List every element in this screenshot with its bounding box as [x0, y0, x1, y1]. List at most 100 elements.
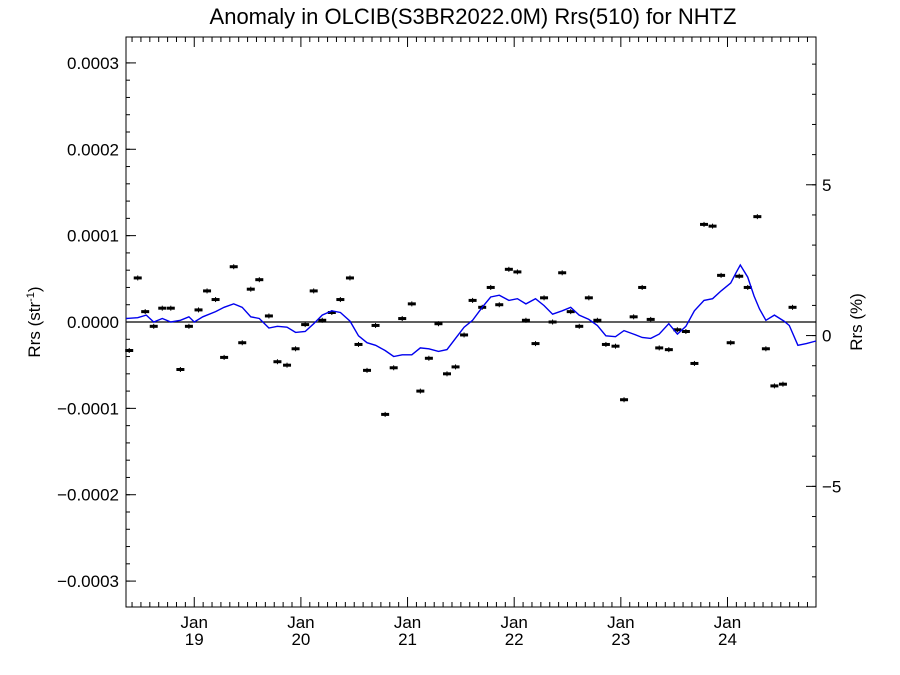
data-point: [229, 264, 238, 270]
data-point: [700, 221, 709, 227]
data-point: [558, 270, 567, 276]
data-point: [301, 322, 310, 328]
data-point: [620, 397, 629, 403]
y-axis-left: 0.0003 0.0002 0.0001 0.0000 −0.0001 −0.0002 −0…: [57, 54, 136, 591]
data-point: [141, 309, 150, 315]
data-point: [434, 321, 443, 327]
data-point: [575, 323, 584, 329]
data-point: [283, 362, 292, 368]
data-point: [194, 307, 203, 313]
data-point: [611, 343, 620, 349]
data-point: [291, 346, 300, 352]
y-axis-right: 5 0 −5: [806, 63, 841, 608]
data-point: [726, 340, 735, 346]
data-point: [468, 297, 477, 303]
data-point: [318, 317, 327, 323]
y-tick-label: 0.0001: [67, 227, 119, 246]
x-tick-year: 24: [718, 630, 737, 649]
data-point: [708, 223, 717, 229]
y-tick-label: 0.0003: [67, 54, 119, 73]
data-point: [363, 367, 372, 373]
y2-tick-label: 0: [822, 327, 831, 346]
data-point: [125, 348, 134, 353]
data-point: [460, 332, 469, 338]
x-tick-year: 20: [291, 630, 310, 649]
data-point: [548, 319, 557, 325]
data-point: [220, 354, 229, 360]
data-point: [504, 266, 513, 272]
x-tick-month: Jan: [394, 613, 421, 632]
data-point: [273, 359, 282, 365]
data-point: [443, 371, 452, 377]
x-tick-month: Jan: [607, 613, 634, 632]
data-point: [486, 284, 495, 290]
data-point: [389, 365, 398, 371]
data-point: [381, 411, 390, 417]
data-point: [345, 275, 354, 281]
data-point: [531, 341, 540, 347]
y-axis-label-close: ): [25, 286, 44, 292]
data-point: [176, 367, 185, 372]
y-tick-label: −0.0001: [57, 399, 119, 418]
data-point: [424, 355, 433, 361]
y-axis-label-sup: -1: [25, 292, 37, 302]
data-point: [778, 381, 787, 387]
data-point: [655, 345, 664, 351]
data-point: [354, 341, 363, 347]
chart-title: Anomaly in OLCIB(S3BR2022.0M) Rrs(510) f…: [210, 4, 737, 29]
y2-tick-label: −5: [822, 477, 841, 496]
data-point: [246, 286, 255, 292]
data-point: [416, 388, 425, 394]
x-tick-month: Jan: [287, 613, 314, 632]
data-point: [566, 309, 575, 315]
data-point: [255, 277, 264, 283]
data-point: [601, 341, 610, 347]
data-point: [743, 284, 752, 290]
data-point: [584, 295, 593, 301]
data-point: [788, 304, 797, 310]
x-tick-year: 21: [398, 630, 417, 649]
y-tick-label: −0.0002: [57, 486, 119, 505]
data-point: [184, 323, 193, 329]
y2-tick-label: 5: [822, 176, 831, 195]
data-point: [521, 317, 530, 323]
data-point: [371, 322, 380, 328]
y-tick-label: 0.0000: [67, 313, 119, 332]
data-point: [664, 347, 673, 353]
y-axis-label: Rrs (str-1): [25, 286, 44, 357]
anomaly-line: [125, 263, 817, 358]
data-point: [540, 295, 549, 301]
x-tick-month: Jan: [714, 613, 741, 632]
data-point: [735, 273, 744, 279]
data-point: [264, 313, 273, 319]
y2-axis-label: Rrs (%): [847, 293, 866, 351]
y-axis-label-main: Rrs (str: [25, 302, 44, 358]
series-layer: [125, 214, 817, 417]
data-point: [336, 297, 345, 303]
data-point: [407, 301, 416, 307]
data-point: [638, 284, 647, 290]
data-point: [629, 314, 638, 320]
x-tick-month: Jan: [500, 613, 527, 632]
data-point: [149, 323, 158, 329]
data-point: [133, 275, 142, 281]
data-point: [398, 316, 407, 322]
data-point: [753, 214, 762, 220]
data-point: [203, 288, 212, 294]
data-point: [211, 297, 220, 303]
y-tick-label: −0.0003: [57, 572, 119, 591]
data-point: [513, 269, 522, 275]
data-point: [451, 364, 460, 370]
x-tick-month: Jan: [181, 613, 208, 632]
x-tick-year: 22: [505, 630, 524, 649]
data-point: [593, 317, 602, 323]
data-point: [309, 288, 318, 294]
x-tick-year: 19: [185, 630, 204, 649]
data-point: [166, 305, 175, 311]
data-point: [495, 302, 504, 308]
data-point: [238, 340, 247, 346]
x-tick-year: 23: [611, 630, 630, 649]
data-point: [158, 305, 167, 311]
